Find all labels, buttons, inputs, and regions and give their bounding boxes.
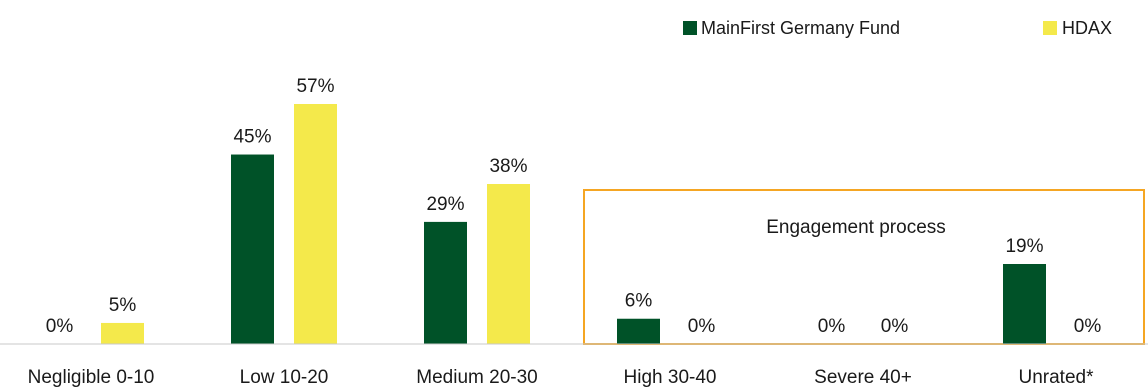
x-tick-negligible-0-10: Negligible 0-10 [28, 367, 155, 388]
data-label-hdax-low-10-20: 57% [296, 76, 334, 97]
x-tick-high-30-40: High 30-40 [624, 367, 717, 388]
data-label-mainfirst-germany-fund-negligible-0-10: 0% [46, 316, 74, 337]
data-label-hdax-severe-40: 0% [881, 316, 909, 337]
bar-mainfirst-germany-fund-low-10-20 [231, 154, 274, 344]
engagement-box [583, 189, 1145, 345]
bar-hdax-medium-20-30 [487, 184, 530, 344]
data-label-mainfirst-germany-fund-low-10-20: 45% [233, 127, 271, 148]
bar-mainfirst-germany-fund-unrated [1003, 264, 1046, 344]
data-label-hdax-unrated: 0% [1074, 316, 1102, 337]
x-tick-unrated: Unrated* [1019, 367, 1095, 388]
legend-label-hdax: HDAX [1062, 18, 1112, 38]
legend-label-mainfirst-germany-fund: MainFirst Germany Fund [701, 18, 900, 38]
engagement-label: Engagement process [766, 217, 946, 238]
bar-hdax-negligible-0-10 [101, 322, 144, 344]
bar-mainfirst-germany-fund-high-30-40 [617, 318, 660, 344]
x-tick-severe-40: Severe 40+ [814, 367, 912, 388]
data-labels: 0% 5% 45% 57% 29% 38% 6% 0% 0% 0% 19% 0% [46, 76, 1102, 337]
bar-hdax-low-10-20 [294, 104, 337, 344]
engagement-annotation: Engagement process [583, 189, 1145, 345]
legend-swatch-hdax [1043, 21, 1057, 35]
data-label-mainfirst-germany-fund-medium-20-30: 29% [426, 194, 464, 215]
data-label-mainfirst-germany-fund-high-30-40: 6% [625, 291, 653, 312]
legend: MainFirst Germany Fund HDAX [683, 18, 1112, 38]
data-label-hdax-negligible-0-10: 5% [109, 295, 137, 316]
data-label-mainfirst-germany-fund-severe-40: 0% [818, 316, 846, 337]
x-axis-ticks: Negligible 0-10 Low 10-20 Medium 20-30 High… [28, 367, 1094, 388]
legend-swatch-mainfirst-germany-fund [683, 21, 697, 35]
data-label-mainfirst-germany-fund-unrated: 19% [1005, 236, 1043, 257]
bar-mainfirst-germany-fund-medium-20-30 [424, 221, 467, 344]
x-tick-low-10-20: Low 10-20 [240, 367, 329, 388]
data-label-hdax-medium-20-30: 38% [489, 156, 527, 177]
x-tick-medium-20-30: Medium 20-30 [416, 367, 537, 388]
data-label-hdax-high-30-40: 0% [688, 316, 716, 337]
bars [101, 104, 1046, 344]
